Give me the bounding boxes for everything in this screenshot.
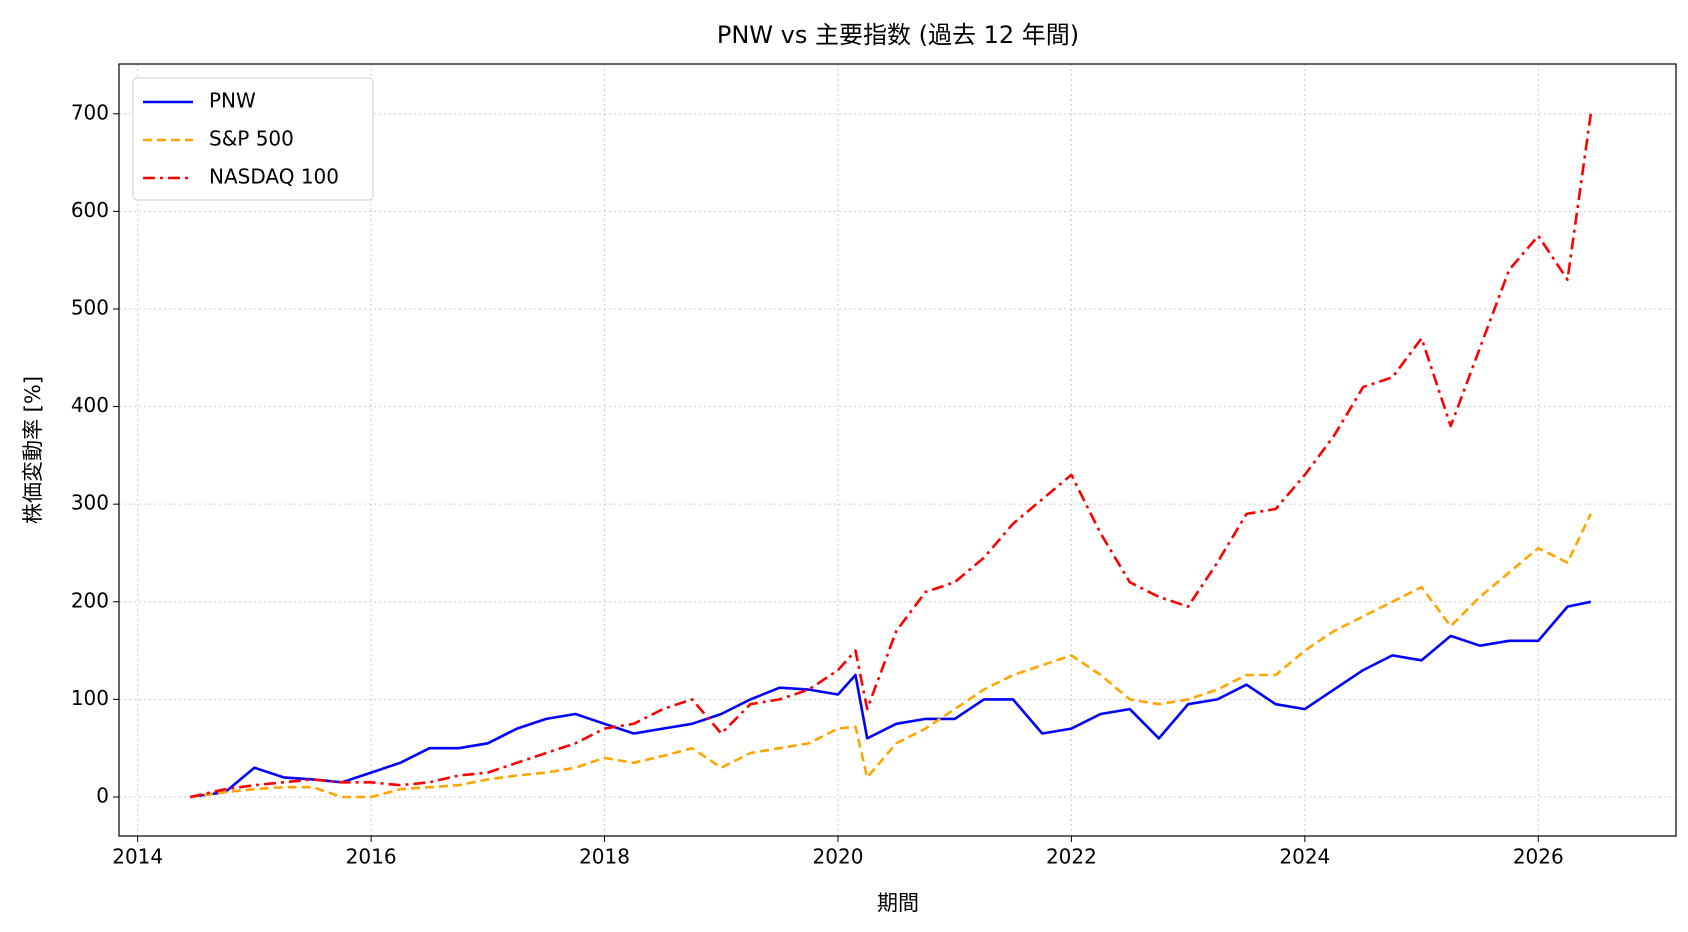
y-tick-label: 200 — [71, 588, 109, 612]
x-tick-label: 2020 — [813, 845, 864, 869]
x-tick-label: 2014 — [112, 845, 163, 869]
legend-label: PNW — [209, 89, 256, 113]
x-tick-label: 2026 — [1513, 845, 1564, 869]
x-tick-label: 2022 — [1046, 845, 1097, 869]
series-line — [189, 113, 1593, 799]
y-tick-label: 500 — [71, 295, 109, 319]
y-tick-label: 0 — [96, 783, 109, 807]
y-tick-label: 400 — [71, 393, 109, 417]
y-tick-label: 700 — [71, 100, 109, 124]
legend-box — [132, 77, 374, 201]
y-axis-label: 株価変動率 [%] — [21, 376, 45, 524]
x-tick-label: 2016 — [346, 845, 397, 869]
x-tick-label: 2018 — [579, 845, 630, 869]
legend-label: S&P 500 — [209, 127, 294, 151]
y-tick-label: 300 — [71, 491, 109, 515]
legend-label: NASDAQ 100 — [209, 165, 339, 189]
x-tick-label: 2024 — [1279, 845, 1330, 869]
series-line — [190, 513, 1592, 799]
series-line — [190, 600, 1592, 799]
y-tick-label: 600 — [71, 198, 109, 222]
plot-frame — [118, 63, 1677, 837]
y-tick-label: 100 — [71, 686, 109, 710]
x-axis-label: 期間 — [877, 891, 919, 915]
chart-title: PNW vs 主要指数 (過去 12 年間) — [717, 21, 1079, 49]
